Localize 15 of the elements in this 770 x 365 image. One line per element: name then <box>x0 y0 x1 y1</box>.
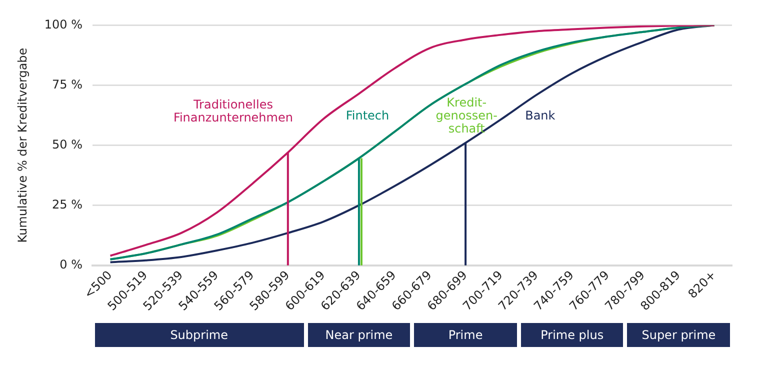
y-tick-label: 0 % <box>60 257 83 272</box>
y-tick-label: 75 % <box>52 77 83 92</box>
y-tick-label: 50 % <box>52 137 83 152</box>
text: Near prime <box>308 323 410 347</box>
y-axis-title: Kumulative % der Kreditvergabe <box>15 48 30 243</box>
series-label: Bank <box>525 108 556 123</box>
y-tick-label: 100 % <box>44 17 83 32</box>
series-label: Fintech <box>346 108 390 123</box>
y-tick-label: 25 % <box>52 197 83 212</box>
text: Prime <box>414 323 517 347</box>
text: Subprime <box>94 323 304 347</box>
text: Super prime <box>627 323 730 347</box>
series-label: Traditionelles Finanzunternehmen <box>173 97 293 124</box>
series-label: Kredit- genossen- schaft <box>436 96 498 136</box>
text: Prime plus <box>520 323 624 347</box>
